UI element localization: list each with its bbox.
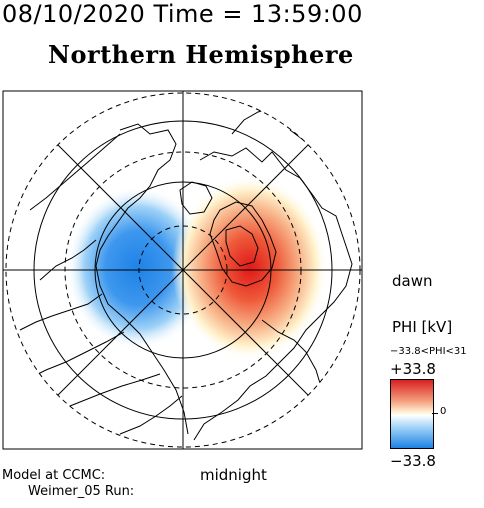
- run-label: Weimer_05 Run:: [28, 484, 135, 499]
- colorbar: [390, 379, 434, 449]
- colorbar-zero-tick: [432, 413, 438, 414]
- colorbar-max-label: +33.8: [390, 360, 436, 378]
- colorbar-title: PHI [kV]: [392, 318, 453, 336]
- negative-potential-cell: [66, 186, 210, 350]
- colorbar-min-label: −33.8: [390, 452, 436, 470]
- dawn-label: dawn: [392, 272, 433, 290]
- timestamp: 08/10/2020 Time = 13:59:00: [2, 0, 363, 28]
- positive-potential-cell: [172, 176, 328, 360]
- colorbar-range: −33.8<PHI<31: [390, 346, 467, 357]
- midnight-label: midnight: [200, 466, 267, 484]
- polar-map: [2, 90, 363, 450]
- coastlines: [19, 107, 355, 441]
- potential-field: [66, 176, 328, 360]
- meridian-lines: [3, 91, 362, 449]
- colorbar-zero-label: 0: [440, 406, 447, 417]
- plot-title: Northern Hemisphere: [48, 40, 354, 69]
- model-label: Model at CCMC:: [2, 468, 106, 483]
